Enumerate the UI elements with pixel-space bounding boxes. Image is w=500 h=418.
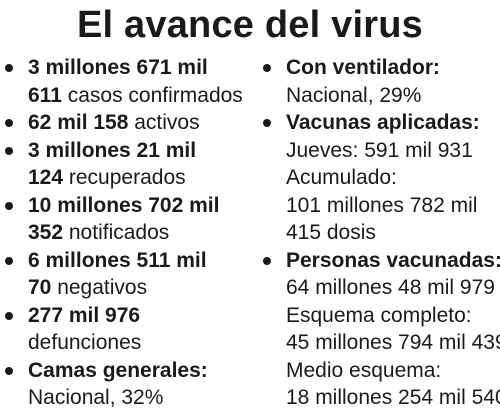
list-item-people-vaccinated: Personas vacunadas: 64 millones 48 mil 9… [262,247,500,412]
vaccines-accumulated-value: 101 millones 782 mil [286,193,478,217]
bullet-icon [263,64,271,72]
half-scheme-label: Medio esquema: [286,358,442,382]
people-vaccinated-heading: Personas vacunadas: [286,248,500,272]
list-item-ventilator-beds: Con ventilador: Nacional, 29% [262,54,500,109]
vaccines-heading: Vacunas aplicadas: [286,111,480,134]
list-item-vaccines-applied: Vacunas aplicadas: Jueves: 591 mil 931 A… [262,109,500,247]
general-beds-heading: Camas generales: [28,358,208,382]
list-item-general-beds: Camas generales: Nacional, 32% [4,357,256,412]
active-value-line: 62 mil 158 activos [28,111,200,134]
list-item-confirmed: 3 millones 671 mil 611 casos confirmados [4,54,256,109]
bullet-icon [5,64,13,72]
ventilator-value: Nacional, 29% [286,83,422,107]
complete-scheme-label: Esquema completo: [286,303,472,327]
negative-value-line2: 70 negativos [28,276,148,299]
recovered-value-line1: 3 millones 21 mil [28,138,197,162]
ventilator-heading: Con ventilador: [286,56,441,79]
deaths-label: defunciones [28,331,142,354]
bullet-icon [5,146,13,155]
complete-scheme-value: 45 millones 794 mil 439 [286,331,500,354]
bullet-icon [5,256,13,265]
bullet-icon [263,256,271,265]
right-column: Con ventilador: Nacional, 29% Vacunas ap… [262,54,500,412]
deaths-value: 277 mil 976 [28,303,141,327]
notified-value-line2: 352 notificados [28,221,170,244]
vaccines-thursday: Jueves: 591 mil 931 [286,138,473,162]
list-item-active: 62 mil 158 activos [4,109,256,137]
negative-value-line1: 6 millones 511 mil [28,248,207,272]
bullet-icon [5,119,13,127]
list-item-recovered: 3 millones 21 mil 124 recuperados [4,137,256,192]
bullet-icon [5,366,13,375]
bullet-icon [5,201,13,210]
half-scheme-value: 18 millones 254 mil 540 [286,386,500,409]
list-item-deaths: 277 mil 976 defunciones [4,302,256,357]
notified-value-line1: 10 millones 702 mil [28,193,220,217]
infographic-title: El avance del virus [77,4,423,46]
confirmed-value-line2: 611 casos confirmados [28,83,243,107]
people-vaccinated-total: 64 millones 48 mil 979 [286,276,495,299]
list-item-negative: 6 millones 511 mil 70 negativos [4,247,256,302]
general-beds-value: Nacional, 32% [28,386,164,409]
left-column: 3 millones 671 mil 611 casos confirmados… [4,54,256,412]
bullet-icon [263,119,271,127]
list-item-notified: 10 millones 702 mil 352 notificados [4,192,256,247]
vaccines-accumulated-unit: 415 dosis [286,221,376,244]
bullet-icon [5,311,13,320]
confirmed-value-line1: 3 millones 671 mil [28,56,208,79]
vaccines-accumulated-label: Acumulado: [286,166,397,189]
recovered-value-line2: 124 recuperados [28,166,186,189]
